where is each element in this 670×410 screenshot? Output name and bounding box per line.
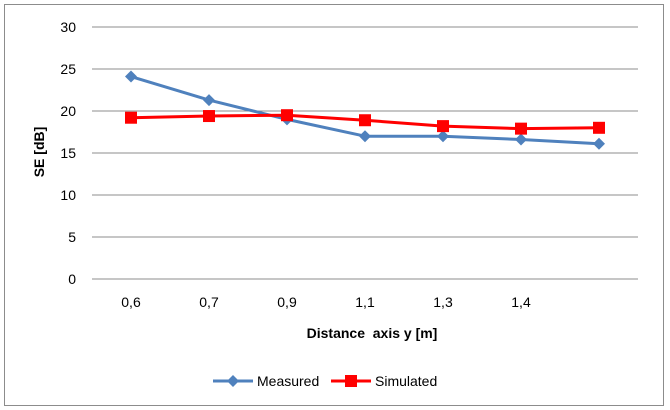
legend-label: Simulated xyxy=(375,373,437,389)
y-tick-labels: 0 5 10 15 20 25 30 xyxy=(60,19,76,287)
data-point xyxy=(515,122,527,135)
series-measured xyxy=(125,70,605,150)
data-point xyxy=(203,94,215,107)
x-tick-labels: 0,6 0,7 0,9 1,1 1,3 1,4 xyxy=(121,294,531,310)
x-axis-title: Distance axis y [m] xyxy=(307,325,438,341)
y-tick-label: 15 xyxy=(60,145,76,161)
x-tick-label: 1,1 xyxy=(355,294,375,310)
legend-marker xyxy=(345,375,357,387)
series-layer xyxy=(125,70,605,150)
data-point xyxy=(125,111,137,124)
legend-item-simulated: Simulated xyxy=(331,373,437,389)
x-tick-label: 0,6 xyxy=(121,294,141,310)
x-tick-label: 1,3 xyxy=(433,294,453,310)
y-tick-label: 30 xyxy=(60,19,76,35)
y-tick-label: 0 xyxy=(68,271,76,287)
data-point xyxy=(281,109,293,122)
data-point xyxy=(515,133,527,146)
data-point xyxy=(203,110,215,123)
legend-marker xyxy=(227,375,239,387)
legend-item-measured: Measured xyxy=(213,373,319,389)
y-tick-label: 25 xyxy=(60,61,76,77)
y-tick-label: 5 xyxy=(68,229,76,245)
y-tick-label: 20 xyxy=(60,103,76,119)
data-point xyxy=(359,114,371,127)
data-point xyxy=(437,120,449,133)
data-point xyxy=(437,130,449,143)
y-axis-title: SE [dB] xyxy=(31,127,47,178)
series-simulated xyxy=(125,109,605,135)
data-point xyxy=(125,70,137,83)
data-point xyxy=(593,137,605,150)
gridlines xyxy=(92,26,638,238)
y-tick-label: 10 xyxy=(60,187,76,203)
data-point xyxy=(593,121,605,134)
x-tick-label: 0,7 xyxy=(199,294,219,310)
data-point xyxy=(359,130,371,143)
legend-label: Measured xyxy=(257,373,319,389)
x-tick-label: 0,9 xyxy=(277,294,297,310)
legend: Measured Simulated xyxy=(213,373,437,389)
x-tick-label: 1,4 xyxy=(511,294,531,310)
chart-frame xyxy=(4,4,664,406)
